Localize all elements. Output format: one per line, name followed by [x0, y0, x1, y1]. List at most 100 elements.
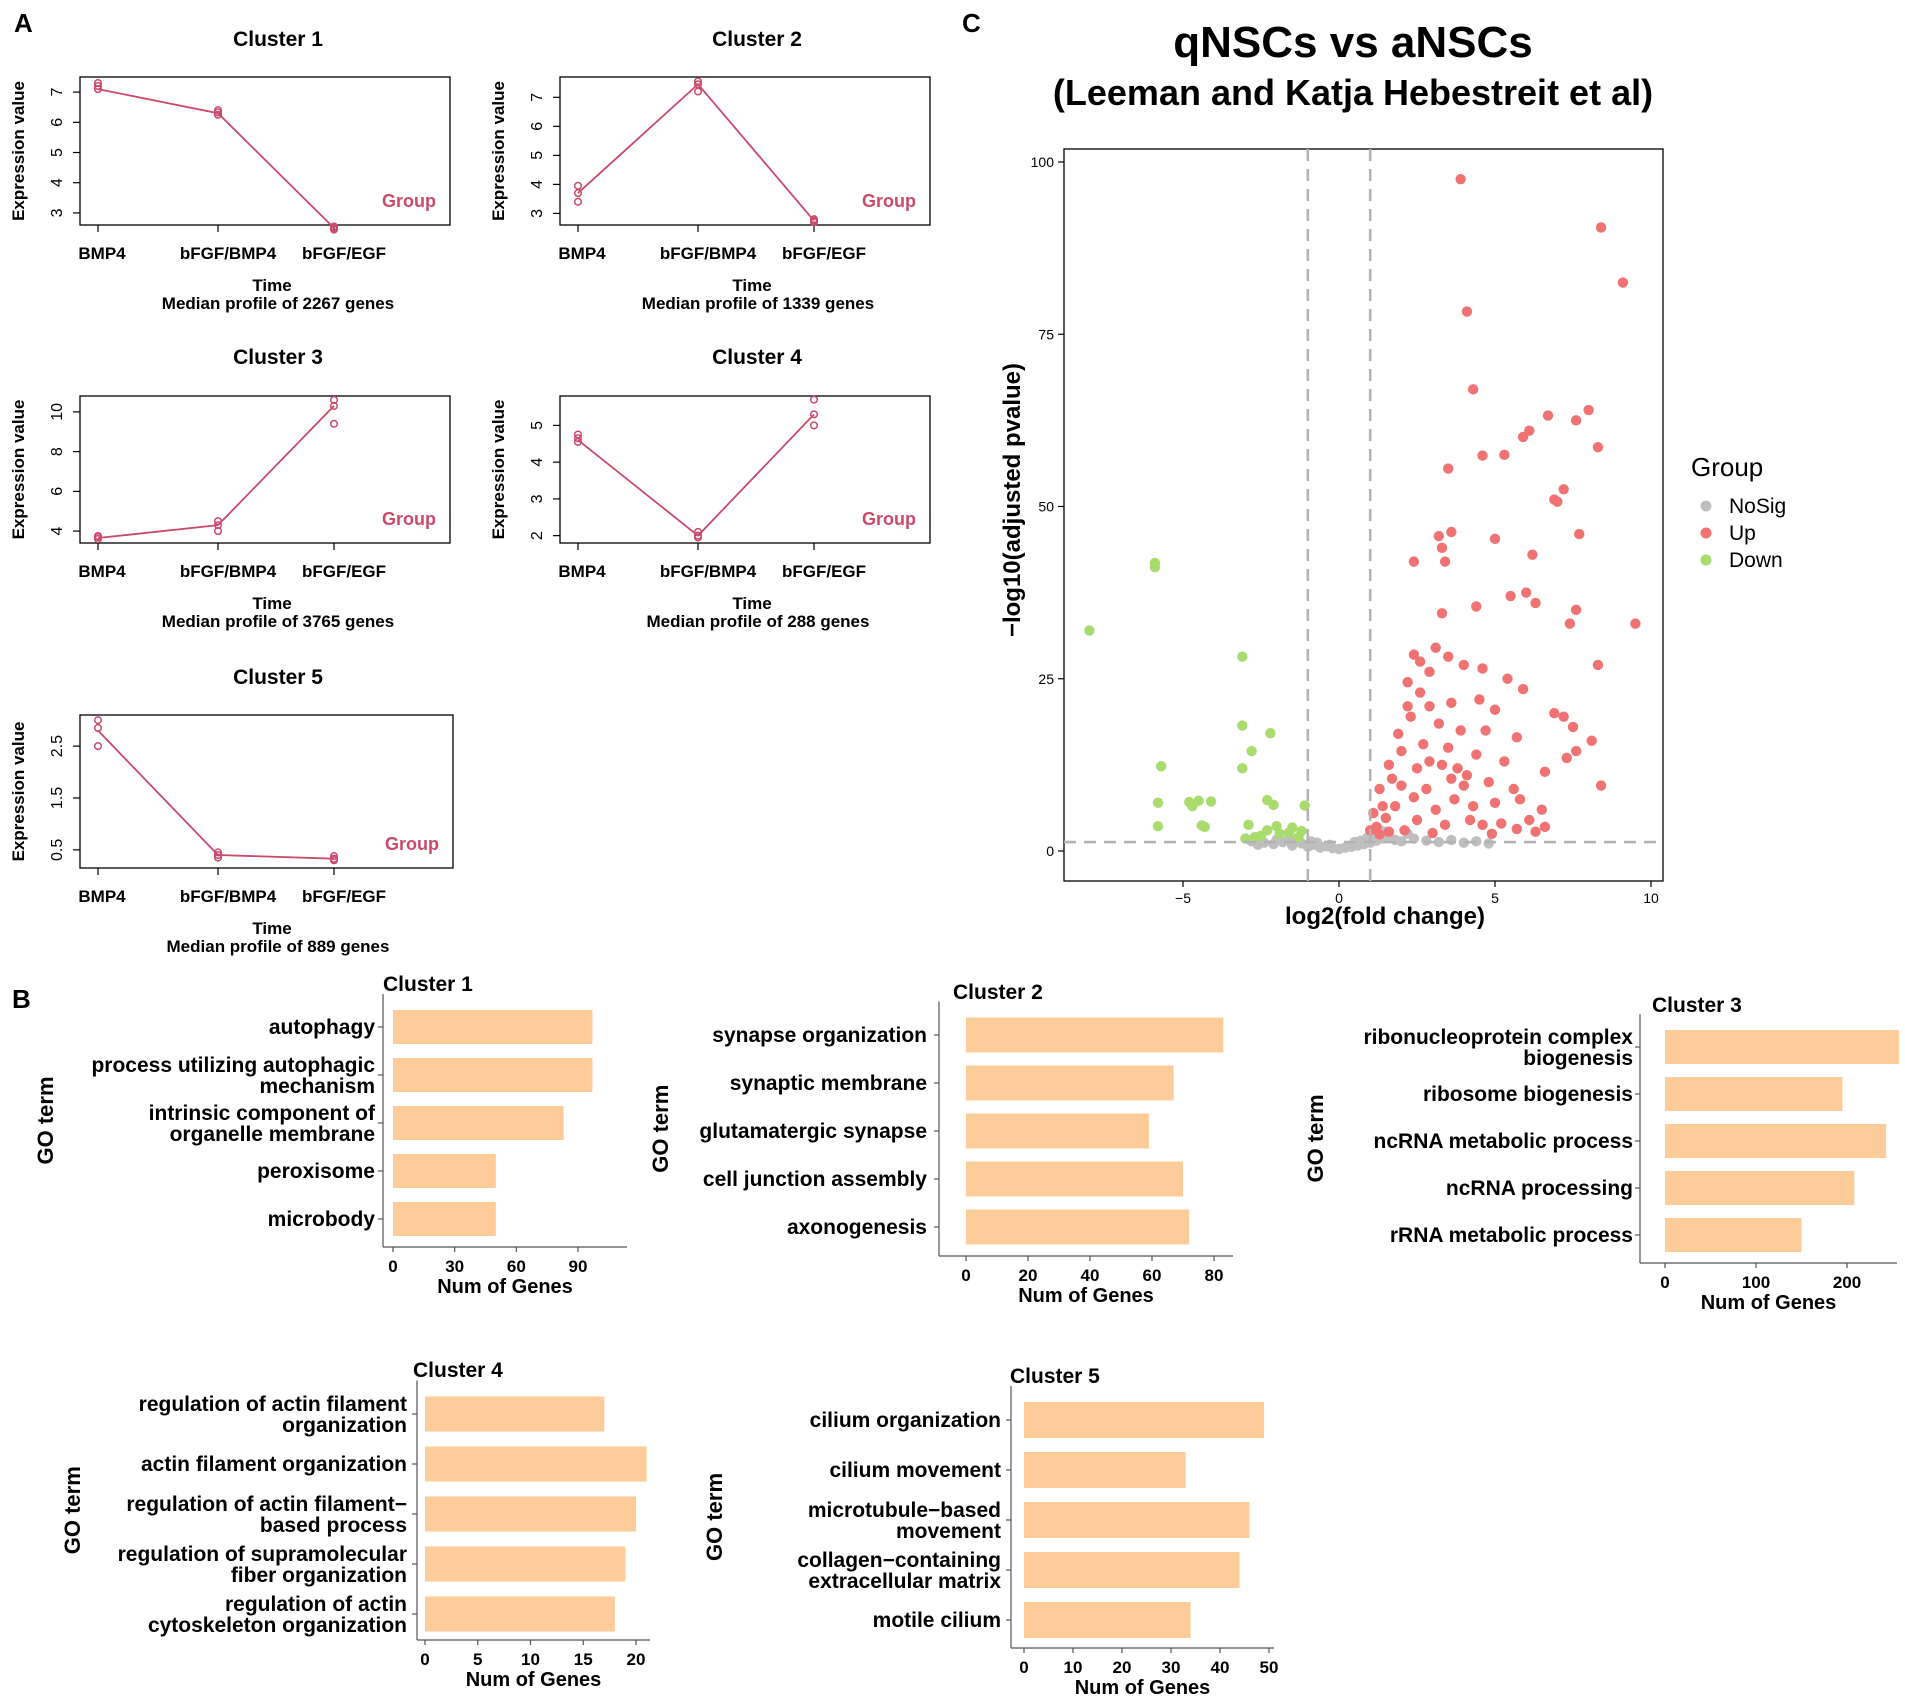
point-up — [1433, 530, 1445, 542]
chart-title: Cluster 1 — [383, 973, 473, 996]
point-down — [1237, 720, 1248, 731]
y-tick-label: 5 — [529, 421, 546, 430]
data-point — [93, 531, 103, 541]
y-tick-label: 3 — [529, 209, 546, 218]
chart-title: Cluster 4 — [712, 346, 802, 369]
y-tick-label: 25 — [1038, 671, 1054, 687]
y-axis-label: Expression value — [489, 81, 508, 221]
go-term-label: ribonucleoprotein complex biogenesis — [1363, 1026, 1633, 1070]
bar — [1665, 1171, 1855, 1205]
y-tick-label: 7 — [49, 88, 66, 97]
data-point — [573, 434, 583, 443]
x-tick-label: 40 — [1211, 1658, 1230, 1677]
y-tick-label: 50 — [1038, 499, 1054, 515]
panel-label-b: B — [12, 984, 31, 1014]
go-term-label: process utilizing autophagic mechanism — [91, 1054, 375, 1098]
x-tick-label: bFGF/BMP4 — [660, 562, 757, 581]
point-down — [1237, 763, 1248, 774]
bar — [1024, 1452, 1186, 1488]
volcano-plot: qNSCs vs aNSCs (Leeman and Katja Hebestre… — [999, 18, 1786, 930]
bar — [393, 1058, 593, 1092]
point-nosig — [1433, 836, 1445, 848]
point-up — [1467, 801, 1479, 812]
bar — [966, 1065, 1174, 1101]
y-axis-label: GO term — [648, 1085, 673, 1173]
x-tick-label: 60 — [507, 1257, 526, 1276]
y-axis-label: GO term — [702, 1473, 727, 1561]
point-up — [1421, 783, 1432, 795]
go-term-label: regulation of supramolecular fiber organi… — [118, 1543, 407, 1587]
point-up — [1486, 828, 1498, 839]
data-point — [213, 517, 223, 526]
go-term-label: ncRNA metabolic process — [1374, 1130, 1633, 1153]
x-axis-label: Num of Genes — [1075, 1677, 1211, 1696]
point-up — [1383, 759, 1395, 771]
point-down — [1268, 799, 1279, 811]
point-up — [1561, 752, 1572, 764]
go-term-label-line: cytoskeleton organization — [148, 1614, 407, 1637]
point-down — [1187, 801, 1198, 812]
point-nosig — [1483, 838, 1494, 849]
point-up — [1411, 763, 1423, 774]
data-point — [809, 215, 819, 224]
x-tick-label: bFGF/EGF — [782, 562, 866, 581]
point-up — [1408, 649, 1420, 660]
plot-frame — [1063, 148, 1664, 882]
x-axis-label: Num of Genes — [1701, 1292, 1837, 1314]
data-point — [573, 430, 583, 439]
data-point — [573, 437, 583, 446]
line-chart-cluster-2: Cluster 2 3 4 5 6 7 BMP4 bFGF/BMP4 bFGF/EGF Group… — [489, 28, 931, 313]
point-down — [1152, 797, 1164, 808]
data-point — [213, 106, 223, 115]
point-up — [1570, 745, 1582, 757]
point-up — [1436, 759, 1448, 771]
chart-title: qNSCs vs aNSCs — [1173, 18, 1532, 67]
point-up — [1530, 597, 1541, 609]
point-up — [1427, 827, 1438, 839]
x-axis-label: Time — [732, 276, 771, 295]
point-down — [1152, 820, 1164, 832]
point-up — [1458, 780, 1470, 791]
bar — [1665, 1077, 1843, 1111]
point-up — [1452, 763, 1463, 774]
profile-subtitle: Median profile of 889 genes — [167, 937, 390, 956]
point-up — [1536, 804, 1548, 815]
legend-entry: Up — [1729, 522, 1756, 545]
bar — [1024, 1552, 1240, 1588]
x-tick-label: 10 — [1643, 890, 1659, 906]
data-point — [213, 848, 223, 857]
y-tick-label: 5 — [49, 148, 66, 157]
point-up — [1436, 542, 1448, 554]
point-up — [1414, 687, 1426, 698]
point-up — [1408, 792, 1420, 803]
go-term-label: ncRNA processing — [1446, 1177, 1633, 1200]
point-down — [1205, 796, 1217, 807]
y-axis-label: Expression value — [9, 400, 28, 540]
x-tick-label: bFGF/BMP4 — [660, 244, 757, 263]
x-tick-label: 0 — [1335, 890, 1343, 906]
data-point — [329, 852, 339, 861]
point-up — [1430, 642, 1441, 653]
profile-subtitle: Median profile of 3765 genes — [162, 612, 394, 631]
go-term-label-line: process utilizing autophagic — [91, 1054, 375, 1077]
y-tick-label: 0 — [1046, 843, 1054, 859]
point-up — [1558, 484, 1569, 495]
go-term-label: synapse organization — [712, 1024, 927, 1047]
bar — [1024, 1502, 1250, 1538]
point-up — [1374, 783, 1385, 795]
chart-title: Cluster 2 — [712, 28, 802, 51]
x-tick-label: 20 — [1113, 1658, 1132, 1677]
y-axis-label: GO term — [1303, 1094, 1328, 1182]
point-up — [1433, 718, 1445, 729]
x-tick-label: BMP4 — [78, 244, 126, 263]
y-axis-label: Expression value — [9, 81, 28, 221]
point-up — [1461, 306, 1473, 317]
go-term-label-line: fiber organization — [231, 1564, 407, 1587]
data-point — [573, 181, 583, 190]
panel-label-a: A — [14, 8, 33, 38]
point-up — [1630, 618, 1641, 629]
x-tick-label: 5 — [473, 1650, 482, 1669]
y-tick-label: 0.5 — [49, 839, 66, 861]
data-point — [329, 222, 339, 231]
point-up — [1524, 814, 1535, 826]
